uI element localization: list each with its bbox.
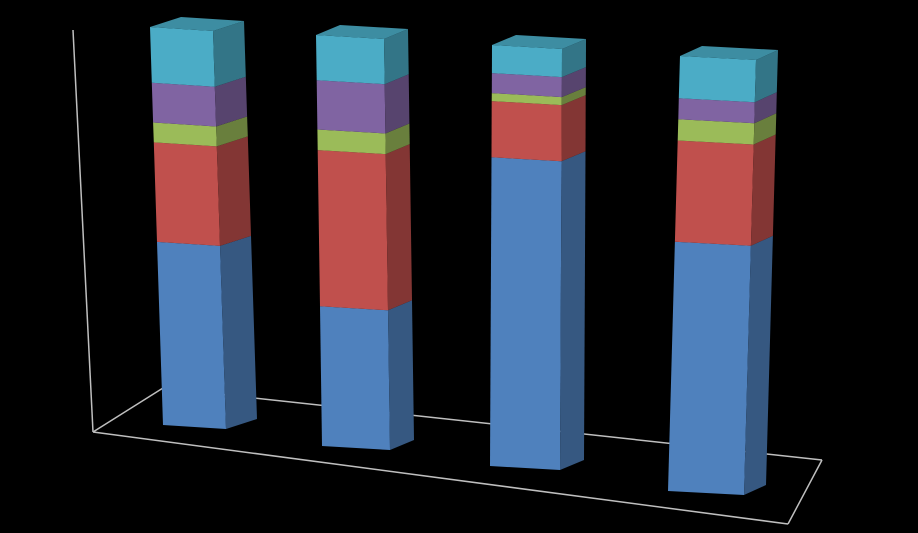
bar-4-segment-4	[678, 98, 755, 124]
bar-1-segment-2-side	[216, 136, 251, 246]
bar-1-segment-5	[150, 27, 215, 87]
bar-4-segment-1-side	[744, 235, 773, 496]
x-axis-line	[92, 431, 789, 525]
bar-4-segment-5	[678, 56, 756, 103]
bar-2-segment-4-side	[384, 74, 410, 134]
bar-4-segment-4-side	[754, 92, 777, 124]
bar-2-segment-5-side	[384, 29, 409, 85]
bar-2-segment-5	[316, 35, 385, 85]
y-axis-line	[72, 29, 94, 433]
bar-4-segment-3	[677, 119, 755, 145]
bar-1-segment-5-side	[213, 21, 246, 87]
bar-3-segment-5-side	[561, 39, 586, 78]
bar-1-segment-1-side	[220, 235, 257, 429]
bar-1-top	[150, 17, 244, 31]
bar-1-segment-2	[153, 142, 220, 246]
bar-4-segment-1	[668, 241, 751, 495]
bar-3-segment-3	[491, 93, 562, 106]
bar-2-segment-2-side	[385, 144, 412, 311]
bar-1-segment-3	[153, 122, 217, 147]
bars	[150, 17, 778, 496]
bar-4-segment-3-side	[753, 113, 777, 145]
floor-back-edge	[92, 387, 164, 433]
bar-3-segment-3-side	[561, 87, 586, 106]
bar-2-segment-1-side	[388, 300, 414, 450]
bar-4-segment-5-side	[754, 50, 778, 103]
bar-2-top	[316, 25, 408, 39]
bar-2-segment-3	[317, 129, 386, 155]
bar-2-segment-3-side	[385, 123, 410, 155]
bar-3-top	[492, 35, 586, 49]
bar-1-segment-3-side	[216, 116, 248, 147]
bar-3-segment-2	[491, 101, 562, 162]
bar-3-segment-5	[491, 45, 562, 78]
bar-2-segment-4	[316, 80, 386, 134]
bar-2-segment-2	[317, 150, 388, 311]
bar-3-segment-1-side	[560, 151, 586, 471]
bar-3-segment-2-side	[561, 95, 586, 162]
bar-1-segment-4	[151, 82, 217, 127]
floor-right-edge	[787, 459, 823, 525]
bar-1-segment-1	[157, 241, 226, 429]
bar-3-segment-1	[490, 157, 562, 471]
bar-2-segment-1	[320, 306, 390, 450]
bar-1-segment-4-side	[214, 76, 248, 127]
bar-4-top	[680, 46, 778, 60]
bar-4-segment-2-side	[750, 134, 776, 246]
bar-4-segment-2	[674, 140, 754, 246]
bar-3-segment-4	[491, 73, 562, 98]
bar-3-segment-4-side	[561, 67, 586, 98]
